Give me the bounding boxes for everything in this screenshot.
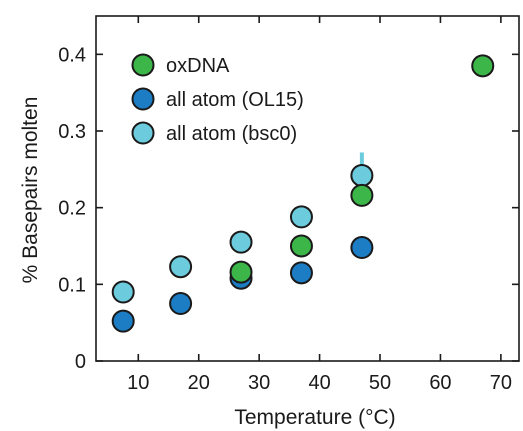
- x-tick-label: 20: [188, 372, 210, 394]
- data-point-oxdna: [229, 260, 253, 284]
- data-point-all-atom-ol15-: [169, 292, 193, 315]
- legend-marker: [131, 53, 155, 77]
- y-axis-label: % Basepairs molten: [19, 97, 42, 284]
- data-point-oxdna: [289, 234, 313, 258]
- data-point-all-atom-bsc0-: [169, 255, 193, 279]
- axis-ticks: [96, 16, 519, 362]
- x-tick-label: 50: [369, 372, 391, 394]
- y-tick-label: 0.4: [58, 44, 86, 66]
- data-point-all-atom-ol15-: [350, 236, 374, 260]
- data-point-all-atom-ol15-: [111, 309, 135, 333]
- y-tick-label: 0.2: [58, 198, 86, 220]
- legend-label: oxDNA: [166, 55, 230, 77]
- legend-marker: [131, 121, 155, 145]
- tick-labels: 10 20 30 40 50 60 70 0 0.1 0.2 0.3 0.4: [58, 44, 512, 394]
- y-tick-label: 0.1: [58, 274, 86, 296]
- x-tick-label: 70: [490, 372, 512, 394]
- x-axis-label: Temperature (°C): [234, 406, 395, 429]
- data-points: [111, 54, 495, 333]
- legend-marker: [131, 87, 155, 111]
- y-tick-label: 0: [75, 351, 86, 373]
- data-point-all-atom-bsc0-: [111, 280, 135, 304]
- data-point-oxdna: [350, 183, 374, 207]
- x-tick-label: 30: [248, 372, 270, 394]
- plot-frame: [95, 15, 520, 362]
- legend-label: all atom (OL15): [166, 89, 304, 111]
- y-tick-label: 0.3: [58, 121, 86, 143]
- legend: oxDNA all atom (OL15) all atom (bsc0): [131, 53, 304, 145]
- x-tick-label: 60: [429, 372, 451, 394]
- data-point-all-atom-bsc0-: [229, 230, 253, 254]
- data-point-all-atom-ol15-: [289, 261, 313, 285]
- x-tick-label: 40: [308, 372, 330, 394]
- data-point-all-atom-bsc0-: [350, 163, 374, 187]
- data-point-all-atom-bsc0-: [289, 205, 313, 229]
- legend-label: all atom (bsc0): [166, 123, 297, 145]
- x-tick-label: 10: [127, 372, 149, 394]
- data-point-oxdna: [471, 54, 495, 78]
